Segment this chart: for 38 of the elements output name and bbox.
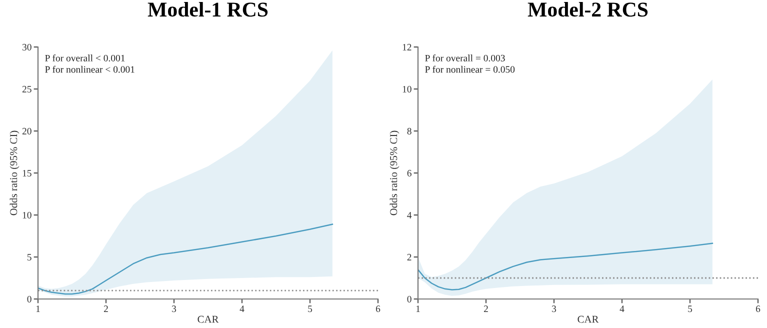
y-tick-label: 5 [27,254,32,260]
y-tick-label: 4 [407,212,412,218]
annotation: P for overall < 0.001 [45,54,125,62]
chart-title: Model-1 RCS [148,2,268,17]
x-axis-title: CAR [198,316,219,323]
y-tick-label: 0 [27,296,32,302]
y-axis-title: Odds ratio (95% CI) [10,130,20,216]
x-tick-label: 3 [172,306,176,312]
y-axis-title: Odds ratio (95% CI) [390,130,400,216]
y-tick-label: 0 [407,296,412,302]
y-tick-label: 10 [22,212,32,218]
x-tick-label: 5 [688,306,692,312]
x-tick-label: 4 [240,306,244,312]
y-tick-label: 30 [22,44,32,50]
annotation: P for overall = 0.003 [425,54,505,62]
x-axis-title: CAR [578,316,599,323]
annotation: P for nonlinear < 0.001 [45,66,134,73]
y-tick-label: 10 [402,86,412,92]
x-tick-label: 5 [308,306,312,312]
x-tick-label: 4 [620,306,624,312]
y-tick-label: 15 [22,170,32,176]
x-tick-label: 6 [756,306,760,312]
x-tick-label: 1 [36,306,40,312]
annotation: P for nonlinear = 0.050 [425,66,515,73]
y-tick-label: 2 [407,254,412,260]
x-tick-label: 2 [484,306,488,312]
x-tick-label: 2 [104,306,108,312]
chart-title: Model-2 RCS [528,2,648,17]
x-tick-label: 6 [376,306,380,312]
y-tick-label: 20 [22,128,32,134]
line-series [418,242,714,290]
y-tick-label: 8 [407,128,412,134]
y-tick-label: 12 [402,44,412,50]
y-tick-label: 6 [407,170,412,176]
x-tick-label: 3 [552,306,556,312]
line-series [38,224,334,295]
y-tick-label: 25 [22,86,32,92]
x-tick-label: 1 [416,306,420,312]
